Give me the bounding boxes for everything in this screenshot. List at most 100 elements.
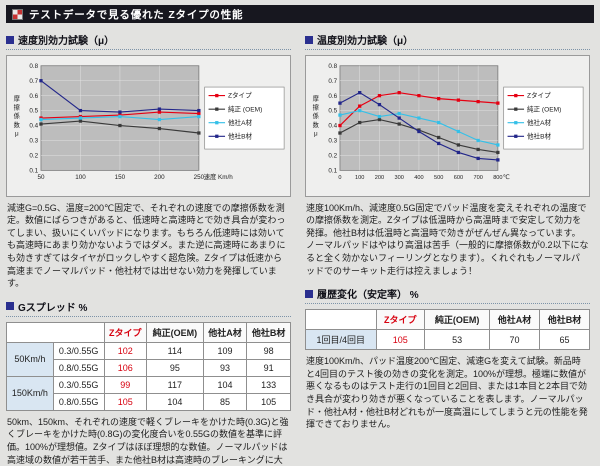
value-cell: 98 [246,341,291,360]
svg-text:μ: μ [15,131,19,138]
col-header-brand-b: 他社B材 [539,309,590,331]
temp-test-caption: 速度100Km/h、減速度0.5G固定でパッド温度を変えそれぞれの温度での摩擦係… [306,202,589,276]
col-header-brand-b: 他社B材 [246,321,291,343]
table-corner-cell [305,309,377,331]
svg-text:600: 600 [454,175,463,181]
svg-text:100: 100 [355,175,364,181]
svg-text:Zタイプ: Zタイプ [527,91,551,100]
section-header-history: 履歴変化（安定率） % [305,286,590,305]
svg-text:0: 0 [338,175,341,181]
svg-text:0.2: 0.2 [29,153,38,160]
svg-text:0.7: 0.7 [328,78,337,85]
svg-text:0.3: 0.3 [29,138,38,145]
section-title-temp-test: 温度別効力試験（μ） [317,36,414,47]
section-header-g-spread: Gスプレッド % [6,299,291,317]
col-header-brand-a: 他社A材 [202,321,248,343]
g-spread-table: Zタイプ 純正(OEM) 他社A材 他社B材 50Km/h 0.3/0.55G … [6,321,291,411]
col-header-oem: 純正(OEM) [424,309,491,331]
g-ratio-cell: 0.8/0.55G [52,392,105,411]
svg-text:純正 (OEM): 純正 (OEM) [228,104,262,113]
section-title-speed-test: 速度別効力試験（μ） [18,36,115,47]
row-header-history: 1回目/4回目 [305,329,377,351]
svg-text:0.8: 0.8 [328,63,337,70]
svg-text:0.6: 0.6 [29,93,38,100]
square-bullet-icon [6,302,14,311]
speed-test-chart-svg: 0.1 0.2 0.3 0.4 0.5 0.6 0.7 0.8 50 100 150 200 250 速度… [14,63,285,181]
svg-text:数: 数 [313,120,320,129]
speed-test-chart: 0.1 0.2 0.3 0.4 0.5 0.6 0.7 0.8 50 100 150 200 250 速度… [6,55,291,197]
svg-text:他社B材: 他社B材 [228,131,253,140]
value-cell: 53 [424,329,491,351]
section-header-temp-test: 温度別効力試験（μ） [305,32,590,50]
value-cell: 109 [202,341,248,360]
svg-text:500: 500 [434,175,443,181]
svg-text:0.2: 0.2 [328,153,337,160]
section-title-history: 履歴変化（安定率） % [317,290,419,302]
svg-text:他社B材: 他社B材 [527,131,552,140]
row-header-150kmh: 150Km/h [6,375,54,411]
temp-test-chart: 0.1 0.2 0.3 0.4 0.5 0.6 0.7 0.8 0 100 200 300 400 500… [305,55,590,197]
svg-text:他社A材: 他社A材 [527,118,552,127]
value-cell: 65 [539,329,590,351]
svg-text:0.7: 0.7 [29,78,38,85]
svg-text:℃: ℃ [503,174,510,181]
svg-text:100: 100 [75,174,86,181]
section-title-g-spread: Gスプレッド % [18,302,88,314]
g-ratio-cell: 0.8/0.55G [52,358,105,377]
svg-text:0.1: 0.1 [328,168,337,175]
value-cell: 117 [145,375,204,394]
value-cell: 133 [246,375,291,394]
table-header-row: Zタイプ 純正(OEM) 他社A材 他社B材 [305,309,590,331]
value-cell: 104 [202,375,248,394]
svg-text:擦: 擦 [313,102,320,111]
table-header-row: Zタイプ 純正(OEM) 他社A材 他社B材 [6,321,291,343]
col-header-brand-a: 他社A材 [489,309,541,331]
col-header-z-type: Zタイプ [103,321,147,343]
svg-text:係: 係 [313,111,319,120]
svg-text:純正 (OEM): 純正 (OEM) [527,104,561,113]
value-cell-z: 105 [103,392,147,411]
g-ratio-cell: 0.3/0.55G [52,375,105,394]
table-row: 50Km/h 0.3/0.55G 102 114 109 98 [6,341,291,377]
table-row: 0.8/0.55G 105 104 85 105 [7,392,291,411]
svg-text:200: 200 [375,175,384,181]
value-cell-z: 106 [103,358,147,377]
speed-test-caption: 減速G=0.5G、温度=200℃固定で、それぞれの速度での摩擦係数を測定。数値に… [7,202,286,289]
section-header-speed-test: 速度別効力試験（μ） [6,32,291,50]
svg-text:700: 700 [473,175,482,181]
svg-text:摩: 摩 [14,94,21,103]
left-column: 速度別効力試験（μ） 0.1 0.2 0.3 0.4 0.5 0.6 0.7 0.8 50 100… [6,32,291,466]
square-bullet-icon [305,289,313,298]
table-row: 1回目/4回目 105 53 70 65 [305,329,590,351]
value-cell: 95 [145,358,204,377]
value-cell: 104 [145,392,204,411]
svg-text:μ: μ [314,131,318,138]
svg-text:速度 Km/h: 速度 Km/h [204,172,233,181]
svg-text:800: 800 [493,175,502,181]
svg-text:Zタイプ: Zタイプ [228,91,252,100]
right-column: 温度別効力試験（μ） 0.1 0.2 0.3 0.4 0.5 0.6 0.7 0.8 0 100 2… [305,32,590,466]
svg-text:数: 数 [14,120,21,129]
header-bar: テストデータで見る優れた Zタイプの性能 [6,5,594,23]
svg-text:250: 250 [194,174,205,181]
svg-text:摩: 摩 [313,94,320,103]
value-cell: 70 [489,329,541,351]
col-header-oem: 純正(OEM) [145,321,204,343]
svg-text:400: 400 [414,175,423,181]
value-cell: 114 [145,341,204,360]
g-ratio-cell: 0.3/0.55G [52,341,105,360]
square-bullet-icon [6,35,14,44]
page-title: テストデータで見る優れた Zタイプの性能 [29,8,244,21]
table-row: 150Km/h 0.3/0.55G 99 117 104 133 [6,375,291,411]
history-caption: 速度100Km/h、パッド温度200℃固定、減速Gを変えて試験。新品時と4回目の… [306,356,588,430]
value-cell-z: 105 [375,329,426,351]
value-cell: 105 [246,392,291,411]
svg-text:0.5: 0.5 [29,108,38,115]
svg-text:0.6: 0.6 [328,93,337,100]
temp-test-chart-svg: 0.1 0.2 0.3 0.4 0.5 0.6 0.7 0.8 0 100 200 300 400 500… [313,63,584,181]
square-bullet-icon [305,35,313,44]
svg-text:0.5: 0.5 [328,108,337,115]
svg-text:0.4: 0.4 [29,123,38,130]
row-header-50kmh: 50Km/h [6,341,54,377]
